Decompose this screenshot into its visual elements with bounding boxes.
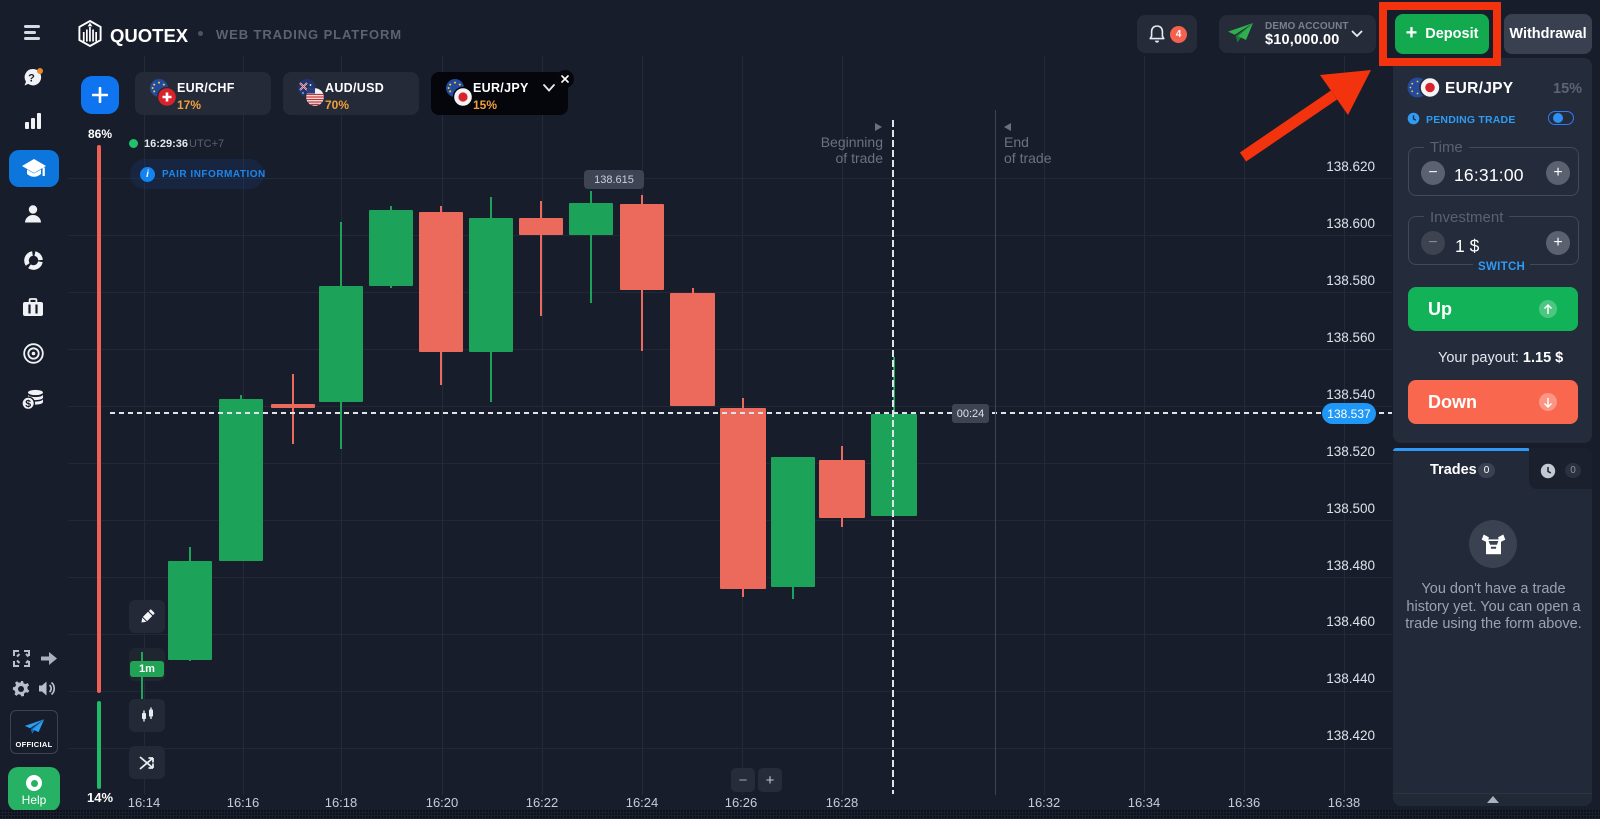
svg-text:?: ? — [28, 73, 35, 85]
svg-text:$: $ — [25, 398, 31, 410]
